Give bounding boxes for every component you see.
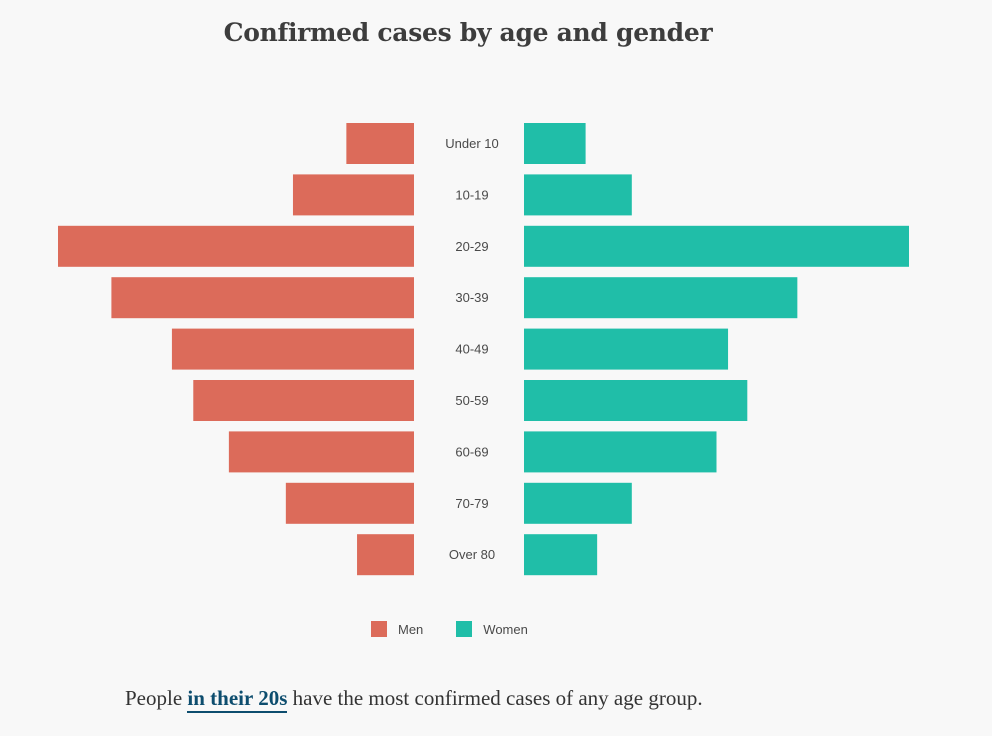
bar-women-under-10 <box>524 123 586 164</box>
category-label-over-80: Over 80 <box>449 547 495 562</box>
bar-women-60-69 <box>524 431 717 473</box>
bar-women-30-39 <box>524 277 798 319</box>
category-label-30-39: 30-39 <box>455 290 488 305</box>
bar-men-over-80 <box>357 534 414 576</box>
category-label-40-49: 40-49 <box>455 342 488 357</box>
bar-women-10-19 <box>524 174 632 216</box>
category-label-10-19: 10-19 <box>455 187 488 202</box>
legend-label-men: Men <box>398 621 424 637</box>
chart-caption: People in their 20s have the most confir… <box>125 686 703 713</box>
bar-men-50-59 <box>193 380 414 421</box>
chart-title: Confirmed cases by age and gender <box>223 18 713 47</box>
bar-men-70-79 <box>285 482 414 524</box>
legend-swatch-men <box>371 621 387 637</box>
bar-women-over-80 <box>524 534 598 576</box>
bar-men-60-69 <box>228 431 414 473</box>
bar-women-20-29 <box>524 225 909 267</box>
legend-item-women: Women <box>456 621 528 637</box>
bar-men-20-29 <box>58 225 414 267</box>
legend-swatch-women <box>456 621 473 637</box>
caption-text-after: have the most confirmed cases of any age… <box>287 686 703 710</box>
bar-women-40-49 <box>524 328 729 370</box>
chart-legend: Men Women <box>371 621 528 637</box>
category-label-20-29: 20-29 <box>455 239 488 254</box>
legend-label-women: Women <box>483 621 528 637</box>
caption-link-20s[interactable]: in their 20s <box>187 686 288 713</box>
category-label-under-10: Under 10 <box>445 136 498 151</box>
bar-women-50-59 <box>524 380 748 421</box>
caption-text-before: People <box>125 686 188 710</box>
bar-men-10-19 <box>292 174 414 216</box>
bar-men-30-39 <box>111 277 415 319</box>
population-pyramid-chart: Under 10 10-19 20-29 30-39 40-49 50-59 60-69 70… <box>58 123 909 576</box>
category-label-60-69: 60-69 <box>455 444 488 459</box>
bar-men-40-49 <box>171 328 414 370</box>
category-label-50-59: 50-59 <box>455 393 488 408</box>
bar-women-70-79 <box>524 482 632 524</box>
legend-item-men: Men <box>371 621 423 637</box>
category-label-70-79: 70-79 <box>455 496 488 511</box>
bar-men-under-10 <box>346 123 414 164</box>
